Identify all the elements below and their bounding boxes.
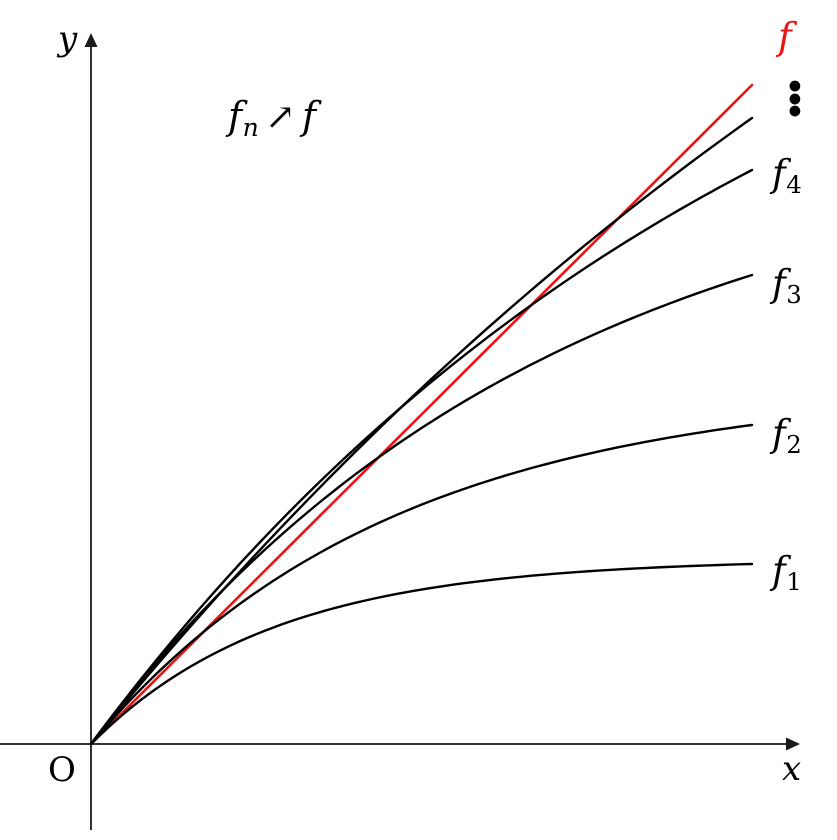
y-axis-arrowhead <box>84 33 98 47</box>
curve-f <box>89 83 754 746</box>
curve-f3 <box>89 273 754 746</box>
annotation-left-subscript: n <box>242 113 259 143</box>
curve-label-f2: f2 <box>772 415 802 457</box>
curve-label-f3-base: f <box>772 262 786 305</box>
curve-label-f2-sub: 2 <box>786 429 802 459</box>
convergence-annotation: fn ↗ f <box>228 97 316 140</box>
curve-label-f1: f1 <box>772 552 802 594</box>
y-axis-label: y <box>58 19 78 59</box>
curves-group <box>89 83 754 746</box>
curve-label-f4-sub: 4 <box>786 169 802 199</box>
x-axis-arrowhead <box>786 737 800 751</box>
curve-f_n_limit <box>89 116 754 746</box>
curve-label-f3: f3 <box>772 265 802 307</box>
curve-label-f3-sub: 3 <box>786 279 802 309</box>
curve-label-f1-sub: 1 <box>786 566 802 596</box>
x-axis-label: x <box>782 749 802 789</box>
origin-label: O <box>48 750 76 790</box>
annotation-left-symbol: f <box>228 94 243 138</box>
axes-group <box>0 33 800 830</box>
vertical-ellipsis-icon: • • • <box>784 70 806 135</box>
curve-f1 <box>89 562 754 746</box>
annotation-right-symbol: f <box>301 94 317 138</box>
curve-f4 <box>89 168 754 746</box>
increasing-arrow-icon: ↗ <box>265 96 296 138</box>
curve-label-f4-base: f <box>772 152 786 195</box>
curve-f2 <box>89 423 754 746</box>
curve-label-f1-base: f <box>772 549 786 592</box>
vdot-3: • <box>784 91 806 135</box>
curve-label-f2-base: f <box>772 412 786 455</box>
curve-label-f4: f4 <box>772 155 802 197</box>
curve-label-f: f <box>778 15 792 58</box>
